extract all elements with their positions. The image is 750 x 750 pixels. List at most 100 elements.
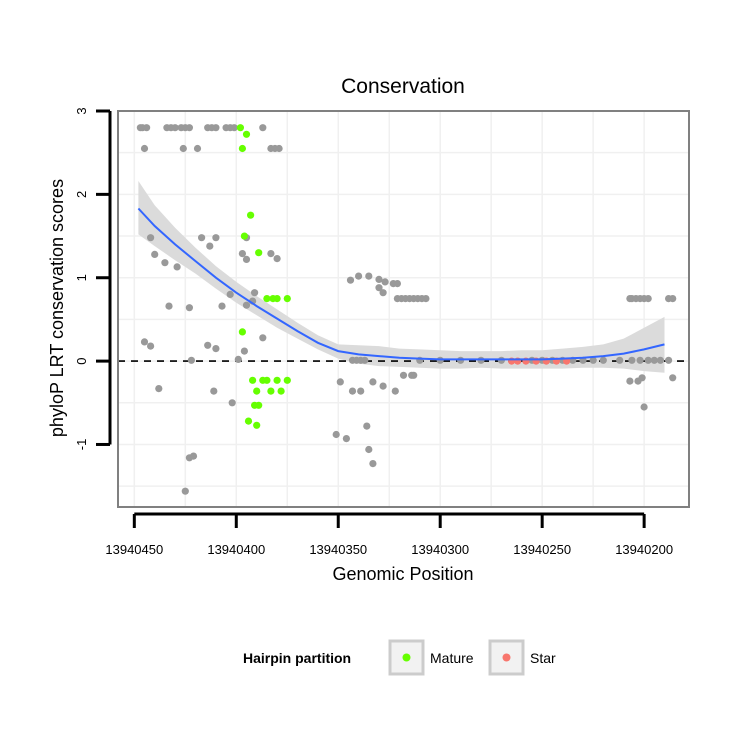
data-point xyxy=(391,387,399,395)
data-point xyxy=(212,124,220,132)
data-point xyxy=(179,144,187,153)
data-point xyxy=(244,417,253,425)
y-tick-label: 2 xyxy=(74,191,89,198)
data-point xyxy=(365,272,373,280)
data-point xyxy=(259,334,267,342)
data-point xyxy=(230,124,238,132)
data-point xyxy=(173,263,181,271)
data-point xyxy=(238,144,246,153)
data-point xyxy=(212,234,220,242)
data-point xyxy=(238,250,246,258)
data-point xyxy=(636,356,644,364)
data-point xyxy=(650,356,658,364)
data-point xyxy=(369,378,377,386)
data-point xyxy=(283,376,291,384)
x-tick-label: 13940350 xyxy=(309,542,367,557)
data-point xyxy=(336,378,344,386)
x-tick-label: 13940200 xyxy=(615,542,673,557)
legend-swatch-mature xyxy=(402,653,411,662)
data-point xyxy=(253,421,261,429)
data-point xyxy=(171,124,179,132)
plot-panel-background xyxy=(118,111,689,507)
data-point xyxy=(151,250,159,258)
data-point xyxy=(616,356,624,364)
data-point xyxy=(147,234,155,242)
data-point xyxy=(228,399,236,407)
data-point xyxy=(189,452,198,460)
data-point xyxy=(255,401,263,409)
data-point xyxy=(242,301,251,309)
data-point xyxy=(399,371,408,379)
data-point xyxy=(253,387,261,395)
data-point xyxy=(238,328,246,336)
data-point xyxy=(365,445,373,454)
data-point xyxy=(140,338,149,346)
data-point xyxy=(355,272,363,280)
y-tick-label: 3 xyxy=(74,107,89,114)
x-tick-label: 13940300 xyxy=(411,542,469,557)
data-point xyxy=(665,356,673,364)
data-point xyxy=(226,290,234,298)
data-point xyxy=(644,356,652,364)
data-point xyxy=(599,356,607,364)
x-axis: 13940450 13940400 13940350 13940300 13940250… xyxy=(105,512,673,557)
grid-lines xyxy=(118,110,689,507)
confidence-ribbon xyxy=(138,181,665,373)
data-point xyxy=(240,232,248,240)
data-point xyxy=(236,124,244,132)
x-tick-label: 13940250 xyxy=(513,542,571,557)
data-point xyxy=(361,356,369,364)
data-point xyxy=(273,255,281,263)
legend: Hairpin partition Mature Star xyxy=(243,639,556,676)
data-point xyxy=(259,124,267,132)
legend-label-star: Star xyxy=(530,650,556,666)
data-point xyxy=(242,255,251,263)
data-point xyxy=(206,242,214,250)
data-point xyxy=(638,374,646,382)
y-axis: -1 0 1 2 3 xyxy=(74,107,112,450)
data-point xyxy=(375,275,383,283)
smooth-trend-line xyxy=(137,207,665,361)
data-point xyxy=(381,278,389,286)
data-point xyxy=(346,276,355,284)
data-point xyxy=(342,435,350,443)
data-point xyxy=(283,295,291,303)
data-point xyxy=(147,342,155,350)
chart-title: Conservation xyxy=(341,75,465,98)
plot-panel-border xyxy=(117,110,690,508)
legend-swatch-star xyxy=(502,653,511,662)
data-point xyxy=(273,295,281,303)
data-point xyxy=(155,385,163,393)
data-point xyxy=(275,144,283,153)
data-point xyxy=(242,130,251,138)
data-point xyxy=(240,347,248,355)
data-point xyxy=(251,289,259,297)
data-point xyxy=(181,487,189,495)
data-point xyxy=(218,302,226,310)
data-point xyxy=(379,382,387,390)
data-point xyxy=(273,376,281,384)
data-point xyxy=(669,295,677,303)
data-point xyxy=(375,284,383,292)
legend-title: Hairpin partition xyxy=(243,650,351,666)
data-point xyxy=(143,124,151,132)
data-point xyxy=(267,250,275,258)
data-point xyxy=(640,403,648,411)
y-axis-label: phyloP LRT conservation scores xyxy=(47,179,67,437)
data-point xyxy=(263,376,271,384)
data-point xyxy=(393,280,401,288)
x-tick-label: 13940450 xyxy=(105,542,163,557)
x-tick-label: 13940400 xyxy=(207,542,265,557)
data-point xyxy=(212,345,220,353)
data-point xyxy=(255,249,263,257)
data-point xyxy=(187,356,195,364)
data-point xyxy=(140,144,149,153)
data-point xyxy=(644,295,652,303)
data-point xyxy=(204,341,212,349)
data-point xyxy=(669,374,677,382)
data-point xyxy=(408,371,416,379)
data-point xyxy=(234,355,242,363)
data-point xyxy=(589,356,597,364)
data-point xyxy=(185,304,193,312)
